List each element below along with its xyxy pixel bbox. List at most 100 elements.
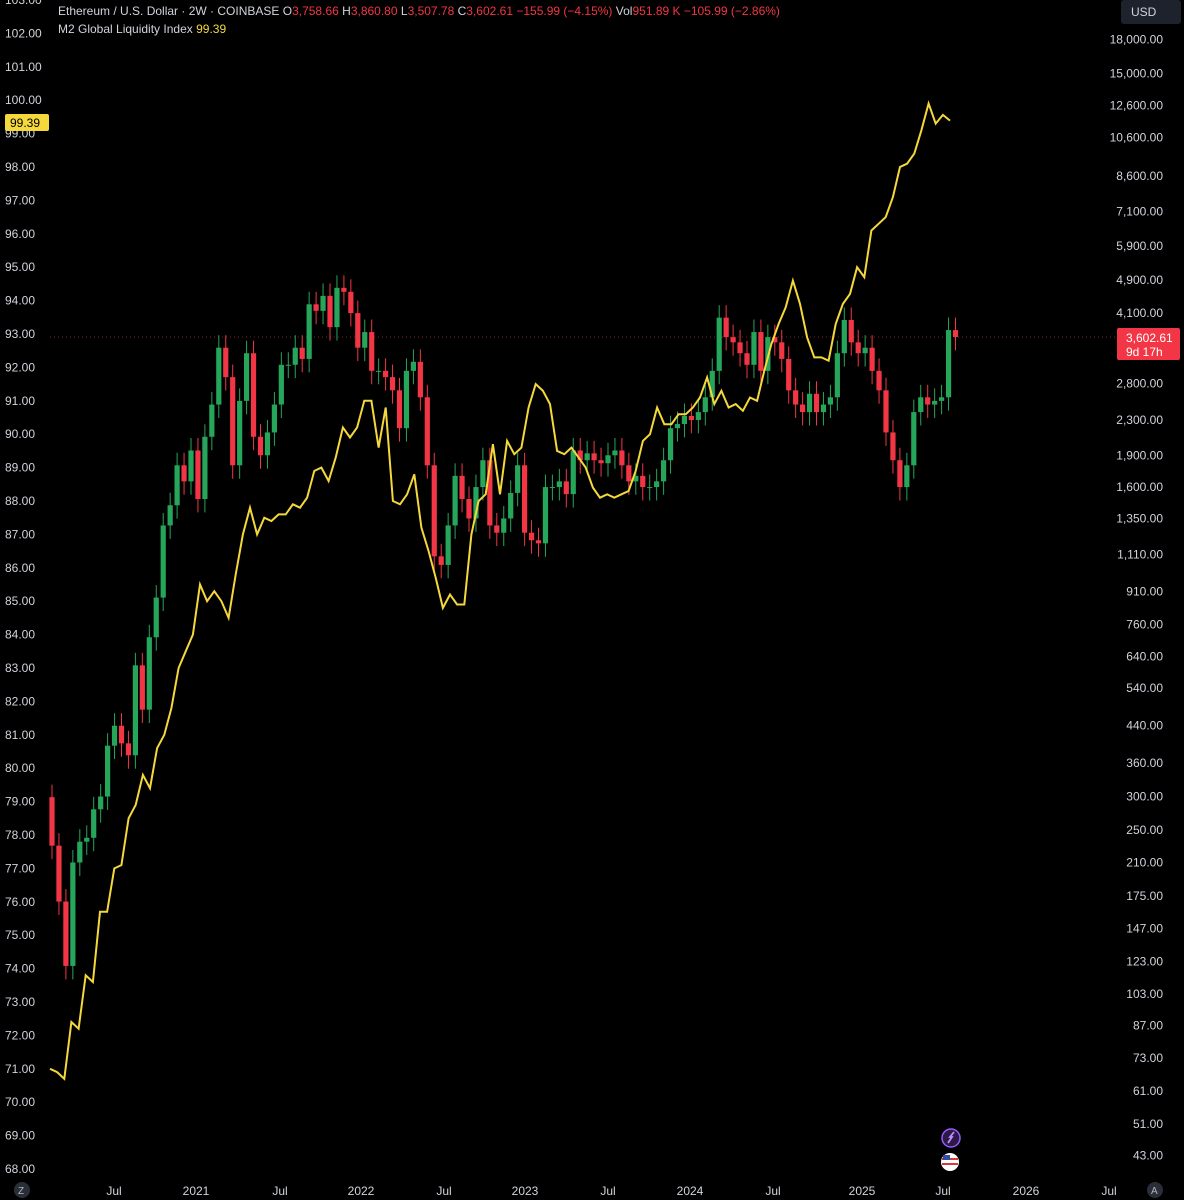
candle-body bbox=[452, 475, 458, 526]
right-tick-label: 5,900.00 bbox=[1116, 239, 1163, 253]
candle-body bbox=[431, 465, 437, 557]
candle bbox=[244, 340, 250, 415]
time-axis[interactable]: Jul 2021 Jul 2022 Jul 2023 Jul 2024 Jul 2025 Jul 20… bbox=[106, 1184, 1116, 1198]
candle-body bbox=[925, 397, 931, 405]
candle-body bbox=[904, 465, 910, 488]
candle-body bbox=[855, 342, 861, 354]
vol-value: 951.89 K bbox=[632, 4, 681, 18]
candle-body bbox=[577, 450, 583, 461]
left-tick-label: 82.00 bbox=[5, 694, 35, 708]
candle bbox=[779, 329, 785, 373]
candle bbox=[813, 381, 820, 426]
time-tick-label: 2024 bbox=[677, 1184, 704, 1198]
vol-label: Vol bbox=[615, 4, 633, 18]
candle-body bbox=[556, 481, 562, 488]
candle bbox=[556, 468, 562, 501]
left-tick-label: 81.00 bbox=[5, 728, 35, 742]
candle-body bbox=[376, 370, 382, 372]
right-tick-label: 250.00 bbox=[1126, 823, 1163, 837]
candle-body bbox=[383, 370, 389, 378]
candle bbox=[56, 833, 62, 915]
left-tick-label: 102.00 bbox=[5, 26, 42, 40]
price-tag-bg bbox=[1117, 328, 1180, 360]
candle-body bbox=[223, 347, 229, 378]
candle bbox=[111, 713, 118, 760]
sparkle-icon[interactable] bbox=[941, 1128, 961, 1148]
candle-body bbox=[320, 295, 326, 311]
candle bbox=[647, 474, 653, 501]
candle bbox=[535, 527, 542, 557]
candle-body bbox=[827, 397, 833, 405]
left-tick-label: 88.00 bbox=[5, 494, 35, 508]
candle bbox=[952, 317, 959, 351]
right-tick-label: 540.00 bbox=[1126, 681, 1163, 695]
right-tick-label: 360.00 bbox=[1126, 756, 1163, 770]
candle bbox=[445, 512, 451, 579]
candle-body bbox=[549, 487, 555, 489]
candle-body bbox=[834, 353, 840, 398]
candle bbox=[751, 319, 757, 379]
left-tick-label: 90.00 bbox=[5, 427, 35, 441]
a-badge-icon[interactable]: A bbox=[1147, 1182, 1163, 1198]
candle bbox=[737, 329, 743, 367]
candle bbox=[848, 307, 854, 356]
candle bbox=[897, 447, 903, 501]
candle-body bbox=[841, 319, 847, 354]
right-tick-label: 2,800.00 bbox=[1116, 377, 1163, 391]
candle bbox=[334, 275, 340, 341]
price-tag: 3,602.61 9d 17h bbox=[1117, 328, 1180, 360]
candle-body bbox=[709, 370, 715, 398]
candle-body bbox=[98, 796, 104, 810]
candle bbox=[438, 543, 444, 579]
time-tick-label: 2026 bbox=[1013, 1184, 1040, 1198]
candle-body bbox=[494, 525, 500, 533]
candle bbox=[730, 324, 736, 356]
candle bbox=[939, 384, 945, 415]
candle bbox=[237, 388, 243, 479]
indicator-legend[interactable]: M2 Global Liquidity Index 99.39 bbox=[58, 22, 226, 36]
candle bbox=[278, 352, 284, 418]
candle bbox=[702, 384, 708, 426]
right-axis[interactable]: 18,000.00 15,000.00 12,600.00 10,600.00 8,60… bbox=[1110, 33, 1164, 1163]
open-value: 3,758.66 bbox=[292, 4, 339, 18]
candle bbox=[403, 358, 410, 442]
right-tick-label: 147.00 bbox=[1126, 921, 1163, 935]
left-tick-label: 73.00 bbox=[5, 995, 35, 1009]
candle bbox=[292, 335, 298, 379]
candle bbox=[355, 300, 361, 362]
candle-body bbox=[813, 393, 820, 413]
us-flag-icon[interactable] bbox=[941, 1153, 959, 1171]
usd-currency-box[interactable]: USD bbox=[1121, 0, 1181, 24]
candle-body bbox=[355, 313, 361, 348]
candle bbox=[299, 335, 305, 373]
candle-body bbox=[945, 330, 952, 398]
candle-body bbox=[278, 364, 284, 405]
z-badge-icon[interactable]: Z bbox=[14, 1182, 30, 1198]
left-tick-label: 94.00 bbox=[5, 294, 35, 308]
right-tick-label: 7,100.00 bbox=[1116, 205, 1163, 219]
left-tick-label: 74.00 bbox=[5, 962, 35, 976]
candle-body bbox=[63, 901, 69, 966]
usd-label: USD bbox=[1131, 5, 1157, 19]
price-tag-countdown: 9d 17h bbox=[1126, 345, 1163, 359]
candle-body bbox=[952, 330, 959, 337]
candle-body bbox=[473, 487, 479, 519]
candle bbox=[230, 364, 236, 479]
candle-body bbox=[111, 725, 118, 746]
candle-body bbox=[327, 295, 333, 328]
candle-body bbox=[70, 862, 76, 966]
candle bbox=[125, 730, 132, 769]
left-axis[interactable]: 103.00102.00101.00100.0099.0098.0097.009… bbox=[5, 0, 42, 1176]
candle-body bbox=[389, 377, 396, 391]
right-tick-label: 15,000.00 bbox=[1110, 66, 1164, 80]
candle bbox=[202, 424, 208, 513]
candle-body bbox=[702, 397, 708, 413]
candle bbox=[271, 392, 277, 446]
low-value: 3,507.78 bbox=[407, 4, 455, 18]
candle-body bbox=[459, 475, 465, 499]
candle-body bbox=[820, 404, 827, 413]
candle bbox=[869, 335, 875, 385]
candle-body bbox=[528, 532, 535, 541]
symbol-legend[interactable]: Ethereum / U.S. Dollar · 2W · COINBASE O… bbox=[58, 4, 780, 18]
